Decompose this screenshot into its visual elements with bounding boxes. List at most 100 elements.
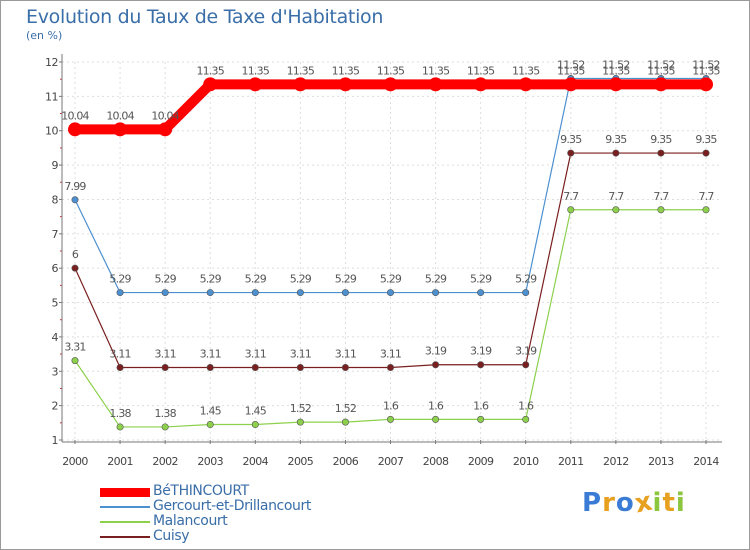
data-point: [386, 415, 394, 423]
data-point: [116, 363, 124, 371]
data-point: [657, 149, 665, 157]
y-tick-label: 4: [52, 331, 59, 344]
y-tick-label: 1: [52, 434, 59, 447]
data-point: [206, 421, 214, 429]
data-point: [158, 122, 173, 137]
x-tick-label: 2004: [242, 455, 268, 468]
data-label: 1.6: [383, 399, 399, 412]
x-tick-label: 2002: [152, 455, 178, 468]
logo-letter: i: [675, 488, 686, 518]
x-tick-label: 2012: [603, 455, 629, 468]
data-label: 6: [72, 248, 79, 261]
data-point: [251, 363, 259, 371]
data-point: [657, 206, 665, 214]
data-label: 3.11: [335, 347, 356, 360]
data-label: 7.7: [653, 190, 669, 203]
data-label: 5.29: [290, 273, 312, 286]
data-label: 3.19: [515, 345, 537, 358]
x-tick-label: 2000: [62, 455, 88, 468]
logo-letter: i: [652, 488, 663, 518]
data-label: 11.52: [557, 58, 585, 71]
y-tick-label: 10: [45, 125, 58, 138]
series-line-3: [74, 152, 706, 369]
logo-letter: P: [582, 488, 603, 518]
data-label: 9.35: [695, 133, 717, 146]
data-point: [522, 415, 530, 423]
data-point: [293, 77, 308, 92]
data-point: [383, 77, 398, 92]
data-point: [522, 361, 530, 369]
x-tick-label: 2011: [558, 455, 584, 468]
data-label: 1.52: [290, 402, 311, 415]
x-tick-label: 2003: [197, 455, 223, 468]
data-label: 3.11: [109, 347, 130, 360]
data-label: 11.35: [377, 64, 405, 77]
data-point: [699, 77, 713, 92]
data-point: [702, 149, 710, 157]
x-tick-label: 2005: [288, 455, 314, 468]
data-point: [432, 361, 440, 369]
data-label: 11.35: [557, 64, 585, 77]
data-label: 1.6: [518, 399, 534, 412]
data-point: [161, 423, 169, 431]
data-point: [477, 361, 485, 369]
data-label: 9.35: [605, 133, 627, 146]
data-label: 5.29: [425, 273, 447, 286]
data-label: 11.35: [692, 64, 720, 77]
data-point: [428, 77, 443, 92]
y-tick-label: 8: [52, 193, 59, 206]
y-tick-label: 11: [45, 90, 58, 103]
x-tick-label: 2014: [693, 455, 719, 468]
data-label: 3.11: [380, 347, 401, 360]
data-label: 7.7: [698, 190, 714, 203]
data-label: 1.52: [335, 402, 356, 415]
data-point: [702, 206, 710, 214]
data-label: 1.38: [109, 407, 131, 420]
data-label: 3.19: [425, 345, 447, 358]
x-tick-label: 2008: [423, 455, 449, 468]
data-point: [612, 149, 620, 157]
data-label: 10.04: [151, 109, 179, 122]
data-point: [251, 421, 259, 429]
data-point: [518, 77, 533, 92]
data-point: [567, 206, 575, 214]
data-point: [338, 77, 353, 92]
data-point: [206, 289, 214, 297]
data-label: 7.7: [563, 190, 579, 203]
legend-label: BéTHINCOURT: [153, 483, 249, 499]
data-point: [653, 77, 668, 92]
data-label: 1.6: [428, 399, 444, 412]
data-label: 5.29: [245, 273, 267, 286]
data-label: 9.35: [650, 133, 672, 146]
logo-letter: t: [662, 488, 676, 518]
data-point: [341, 289, 349, 297]
data-label: 5.29: [470, 273, 492, 286]
data-point: [203, 77, 218, 92]
data-point: [341, 418, 349, 426]
data-label: 5.29: [154, 273, 176, 286]
data-point: [161, 289, 169, 297]
data-point: [477, 415, 485, 423]
x-tick-label: 2001: [107, 455, 133, 468]
data-point: [386, 363, 394, 371]
y-tick-label: 12: [45, 56, 58, 69]
y-tick-label: 3: [52, 365, 59, 378]
data-labels: 3.31 1.38 1.38 1.45 1.45 1.52 1.52 1.6 1.6 1.6 1.6…: [61, 58, 721, 420]
data-label: 5.29: [109, 273, 131, 286]
proxiti-logo: Proxiti: [582, 486, 686, 519]
data-point: [296, 289, 304, 297]
data-point: [68, 122, 82, 137]
data-label: 3.11: [290, 347, 311, 360]
data-label: 3.11: [245, 347, 266, 360]
data-label: 1.45: [245, 405, 267, 418]
data-point: [71, 264, 79, 272]
data-label: 10.04: [61, 109, 89, 122]
data-label: 11.52: [692, 58, 720, 71]
x-tick-label: 2009: [468, 455, 494, 468]
legend-label: Malancourt: [153, 513, 228, 529]
data-label: 11.35: [467, 64, 495, 77]
x-tick-label: 2010: [513, 455, 539, 468]
data-point: [296, 418, 304, 426]
